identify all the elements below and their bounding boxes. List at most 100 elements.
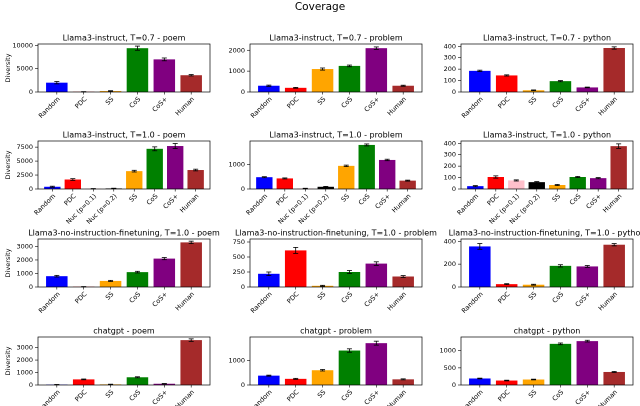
bar	[590, 178, 607, 189]
bar	[187, 170, 204, 189]
subplot: Llama3-no-instruction-finetuning, T=1.0 …	[4, 229, 220, 315]
x-tick-label: SS	[316, 290, 328, 302]
x-tick-label: SS	[551, 192, 563, 204]
x-tick-label: PDC	[285, 290, 301, 306]
y-tick-label: 5000	[16, 65, 33, 73]
bar	[365, 48, 388, 92]
bar	[603, 371, 625, 385]
y-tick-label: 0	[29, 185, 33, 193]
subplot-title: Llama3-instruct, T=1.0 - poem	[63, 131, 186, 140]
x-tick-label: Random	[460, 290, 485, 315]
bar	[72, 379, 95, 385]
y-tick-label: 1000	[16, 269, 33, 277]
y-tick-label: 3000	[16, 242, 33, 250]
x-tick-label: Random	[249, 95, 274, 120]
y-axis-label: Diversity	[4, 248, 12, 277]
y-tick-label: 1000	[439, 347, 456, 355]
x-tick-label: CoS	[551, 95, 566, 110]
y-tick-label: 200	[444, 162, 456, 170]
y-tick-label: 400	[444, 237, 456, 245]
x-tick-label: Human	[174, 95, 196, 117]
y-tick-label: 300	[444, 54, 456, 62]
bar	[258, 375, 280, 385]
bar	[576, 266, 599, 287]
x-tick-label: CoS	[145, 192, 160, 207]
bar	[392, 276, 414, 287]
bar	[284, 250, 307, 287]
plot-frame	[249, 336, 423, 386]
y-tick-label: 0	[29, 88, 33, 96]
bar	[284, 378, 307, 385]
subplot-title: chatgpt - python	[514, 327, 581, 336]
x-tick-label: Random	[32, 192, 57, 217]
bar	[528, 182, 545, 189]
x-tick-label: SS	[104, 388, 116, 400]
bar	[167, 146, 184, 189]
x-tick-label: CoS+	[363, 290, 381, 308]
y-axis-label: Diversity	[4, 346, 12, 375]
x-tick-label: CoS+	[162, 192, 180, 210]
bar	[569, 177, 586, 189]
bar	[365, 263, 388, 287]
bar	[256, 177, 273, 189]
y-tick-label: 2000	[16, 256, 33, 264]
bar	[603, 244, 625, 287]
x-tick-label: Random	[37, 388, 62, 406]
bar	[603, 48, 625, 92]
y-tick-label: 100	[444, 174, 456, 182]
subplot: Llama3-instruct, T=1.0 - problem 0 1000 Ran…	[228, 131, 423, 226]
bar	[180, 340, 202, 385]
subplot: Llama3-instruct, T=1.0 - poem Diversity 0 2…	[4, 131, 211, 226]
x-tick-label: CoS	[340, 290, 355, 305]
bar	[99, 280, 122, 287]
y-tick-label: 750	[233, 238, 245, 246]
x-tick-label: CoS	[340, 388, 355, 403]
bar	[153, 258, 176, 287]
x-tick-label: Random	[455, 192, 480, 217]
plot-frame	[249, 140, 423, 190]
plot-frame	[37, 140, 211, 190]
subplot-title: Llama3-no-instruction-finetuning, T=1.0 …	[235, 229, 437, 238]
y-tick-label: 7500	[16, 143, 33, 151]
bar	[549, 185, 566, 189]
subplot: chatgpt - poem Diversity 0 1000 2000 3000 Rand…	[4, 327, 211, 406]
bar	[379, 159, 396, 189]
bar	[46, 82, 68, 92]
x-tick-label: PDC	[496, 290, 512, 306]
bar	[258, 85, 280, 92]
bar	[338, 165, 355, 189]
y-tick-label: 1000	[228, 160, 245, 168]
x-tick-label: PDC	[274, 192, 290, 208]
bar	[549, 265, 572, 287]
plot-frame	[460, 43, 634, 93]
y-tick-label: 3000	[16, 344, 33, 352]
y-tick-label: 2000	[228, 46, 245, 54]
bar	[522, 90, 545, 92]
x-tick-label: SS	[104, 290, 116, 302]
x-tick-label: Random	[37, 95, 62, 120]
x-tick-label: Human	[386, 95, 408, 117]
x-tick-label: CoS+	[151, 388, 169, 406]
x-tick-label: SS	[316, 95, 328, 107]
bar	[365, 343, 388, 385]
y-tick-label: 100	[444, 77, 456, 85]
y-tick-label: 0	[452, 381, 456, 389]
subplot-title: Llama3-instruct, T=1.0 - python	[483, 131, 611, 140]
bar	[126, 377, 149, 385]
bar	[576, 87, 599, 92]
subplot: Llama3-instruct, T=0.7 - problem 0 1000 200…	[228, 34, 423, 120]
y-tick-label: 400	[444, 42, 456, 50]
bar	[399, 180, 416, 189]
y-tick-label: 300	[444, 151, 456, 159]
subplot: chatgpt - problem 0 1000 Random PDC SS CoS CoS+…	[228, 327, 423, 406]
bar	[522, 379, 545, 385]
x-tick-label: Human	[174, 290, 196, 312]
y-tick-label: 1000	[228, 67, 245, 75]
bar	[284, 87, 307, 92]
x-tick-label: PDC	[496, 95, 512, 111]
x-tick-label: Random	[244, 192, 269, 217]
bar	[392, 85, 414, 92]
x-tick-label: SS	[527, 95, 539, 107]
x-tick-label: SS	[527, 388, 539, 400]
